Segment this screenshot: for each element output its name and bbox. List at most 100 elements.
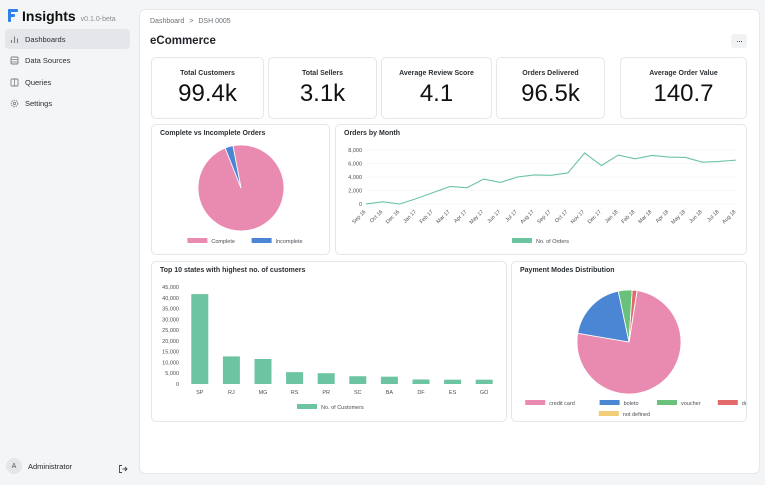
x-tick-label: Feb 17 [419,209,435,225]
chart-title: Orders by Month [344,130,401,137]
metric-card-total-sellers[interactable]: Total Sellers 3.1k [268,57,377,119]
sidebar-item-label: Dashboards [25,34,66,44]
top-states-bar-chart: 0 5,000 10,000 15,000 20,000 25,000 30,000 35,0… [162,285,493,411]
x-tick-label: Nov 17 [570,209,586,225]
chart-card-complete-vs-incomplete[interactable]: Complete vs Incomplete Orders Complete In… [151,124,330,255]
y-tick-label: 20,000 [162,339,179,345]
logout-icon[interactable] [118,461,128,473]
bar-rj [222,356,240,384]
x-tick-label: Aug 17 [519,209,535,225]
breadcrumb-separator: > [189,18,194,25]
complete-vs-incomplete-pie-chart: Complete Incomplete [187,144,303,245]
x-tick-label: Sep 16 [351,209,367,225]
x-tick-label: ES [449,390,457,396]
metric-card-average-order-value[interactable]: Average Order Value 140.7 [620,57,747,119]
legend-swatch-debit-card [717,400,738,405]
y-tick-label: 35,000 [162,307,179,313]
y-tick-label: 0 [359,202,362,208]
chart-title: Top 10 states with highest no. of custom… [160,267,306,274]
y-tick-label: 6,000 [348,162,362,168]
legend-swatch-boleto [599,400,620,405]
sidebar-nav: Dashboards Data Sources Queries Settings [5,29,130,115]
page-title: eCommerce [150,35,216,47]
x-tick-label: Jul 17 [505,209,519,223]
book-icon [10,78,19,87]
legend-label-credit-card: credit card [549,401,575,407]
x-tick-label: Sep 17 [536,209,552,225]
legend-label-no-of-customers: No. of Customers [321,405,364,411]
bar-sp [191,294,209,384]
legend-swatch-voucher [657,400,677,405]
x-tick-label: Mar 17 [436,209,452,225]
x-tick-label: Aug 18 [721,209,737,225]
breadcrumb-root-link[interactable]: Dashboard [150,18,185,25]
pie-slice-not-defined [628,290,638,343]
metric-card-total-customers[interactable]: Total Customers 99.4k [151,57,264,119]
x-tick-label: Apr 18 [655,209,670,224]
x-tick-label: SC [354,390,362,396]
x-tick-label: Jan 17 [402,209,418,225]
y-tick-label: 5,000 [165,371,179,377]
x-tick-label: Feb 18 [621,209,637,225]
sidebar-item-label: Data Sources [25,56,71,65]
legend-swatch-complete [187,238,208,243]
y-tick-label: 4,000 [348,175,362,181]
x-tick-label: Oct 16 [369,209,384,224]
legend-label-debit-card: debit card [742,401,746,407]
app-version: v0.1.0-beta [80,16,116,23]
chart-card-payment-modes[interactable]: Payment Modes Distribution credit card bo… [511,261,747,422]
legend-swatch-incomplete [251,238,272,243]
legend-label-boleto: boleto [624,401,639,407]
chart-card-orders-by-month[interactable]: Orders by Month 0 2,000 4,000 6,000 8,000 Sep… [335,124,747,255]
sidebar-item-label: Settings [25,99,53,108]
avatar: A [6,458,22,474]
legend-label-no-of-orders: No. of Orders [536,239,569,245]
chart-card-top-states[interactable]: Top 10 states with highest no. of custom… [151,261,507,422]
chart-title: Complete vs Incomplete Orders [160,130,266,137]
y-tick-label: 25,000 [162,328,179,334]
sidebar-item-label: Queries [25,77,52,87]
sidebar: Insights v0.1.0-beta Dashboards Data Sou… [0,0,136,485]
legend-label-not-defined: not defined [623,412,650,418]
sidebar-item-data-sources[interactable]: Data Sources [5,51,130,71]
x-tick-label: RS [291,390,299,396]
bar-ba [380,376,398,384]
bar-mg [254,358,272,384]
x-tick-label: PR [322,390,330,396]
y-tick-label: 0 [176,382,179,388]
metric-label: Total Sellers [301,70,344,77]
user-menu[interactable]: A Administrator [6,457,128,475]
x-tick-label: GO [480,390,489,396]
x-tick-label: Apr 17 [453,209,468,224]
x-tick-label: SP [196,390,204,396]
x-tick-label: Dec 17 [587,209,603,225]
series-line-no-of-orders [365,152,737,205]
sidebar-item-dashboards[interactable]: Dashboards [5,29,130,49]
more-options-button[interactable]: ··· [731,34,747,48]
x-tick-label: May 17 [469,209,486,226]
metric-card-average-review-score[interactable]: Average Review Score 4.1 [381,57,492,119]
sidebar-item-queries[interactable]: Queries [5,72,130,92]
y-tick-label: 2,000 [348,189,362,195]
x-tick-label: Oct 17 [554,209,569,224]
bar-pr [317,373,335,384]
x-tick-label: RJ [228,390,235,396]
metric-value: 3.1k [299,80,346,107]
user-name: Administrator [28,461,73,471]
metric-card-orders-delivered[interactable]: Orders Delivered 96.5k [496,57,605,119]
y-tick-label: 15,000 [162,350,179,356]
metric-label: Orders Delivered [522,70,579,77]
y-tick-label: 45,000 [162,285,179,291]
gear-icon [10,99,19,108]
breadcrumb-current[interactable]: DSH 0005 [198,18,231,25]
sidebar-item-settings[interactable]: Settings [5,94,130,114]
legend-swatch-no-of-orders [512,238,532,243]
app-brand[interactable]: Insights v0.1.0-beta [8,8,116,24]
pie-slice-boleto [577,290,630,343]
payment-modes-pie-chart: credit card boleto voucher debit card not de… [525,289,746,418]
app-name: Insights [22,8,76,24]
bar-df [412,379,430,384]
y-tick-label: 8,000 [348,148,362,154]
bar-sc [349,376,367,384]
